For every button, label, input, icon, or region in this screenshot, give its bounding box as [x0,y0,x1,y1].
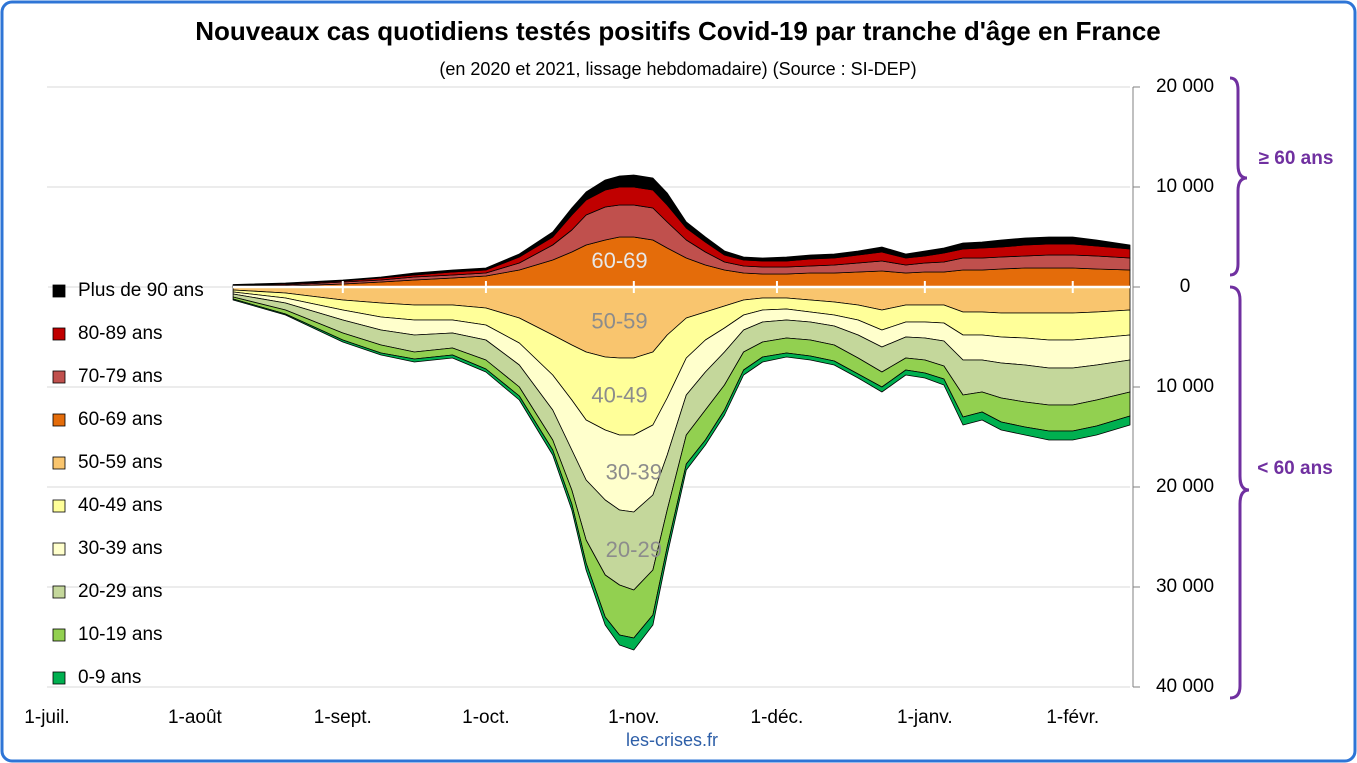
y-tick-label: 10 000 [1156,176,1214,197]
area-label: 60-69 [591,248,647,273]
legend-label: 50-59 ans [78,452,163,473]
legend-swatch [52,413,66,427]
chart-subtitle: (en 2020 et 2021, lissage hebdomadaire) … [439,59,916,79]
legend-swatch [52,327,66,341]
chart-title: Nouveaux cas quotidiens testés positifs … [195,16,1161,46]
legend-swatch [52,628,66,642]
y-tick-label: 30 000 [1156,576,1214,597]
x-tick-label: 1-déc. [751,707,804,728]
legend-label: 40-49 ans [78,495,163,516]
y-tick-label: 40 000 [1156,676,1214,697]
areas [232,174,1131,651]
legend-swatch [52,499,66,513]
x-tick-label: 1-août [168,707,223,728]
bracket [1229,76,1248,277]
bracket [1229,285,1250,700]
x-tick-label: 1-janv. [897,707,953,728]
legend-label: 0-9 ans [78,667,141,688]
area-label: 40-49 [591,382,647,407]
y-tick-label: 20 000 [1156,76,1214,97]
x-tick-label: 1-févr. [1046,707,1099,728]
area [232,298,1131,651]
legend-label: Plus de 90 ans [78,280,204,301]
grid [47,86,1130,688]
area-label: 50-59 [591,308,647,333]
group-label: < 60 ans [1257,458,1333,479]
x-tick-label: 1-juil. [24,707,69,728]
legend-swatch [52,542,66,556]
legend-label: 10-19 ans [78,624,163,645]
group-label: ≥ 60 ans [1259,148,1334,169]
area-label: 20-29 [606,537,662,562]
x-tick-label: 1-sept. [314,707,372,728]
x-tick-label: 1-oct. [462,707,510,728]
y-tick-label: 10 000 [1156,376,1214,397]
legend-label: 80-89 ans [78,323,163,344]
area-label: 30-39 [606,459,662,484]
legend-label: 20-29 ans [78,581,163,602]
legend-swatch [52,370,66,384]
legend-label: 60-69 ans [78,409,163,430]
foreground: 0 10 000 20 000 60-69 1-juil. 1-août 1-sept. 1-… [24,76,1214,728]
legend-swatch [52,284,66,298]
y-tick-label: 20 000 [1156,476,1214,497]
legend-label: 70-79 ans [78,366,163,387]
legend-swatch [52,585,66,599]
y-tick-label: 0 [1180,276,1191,297]
legend-swatch [52,671,66,685]
legend-swatch [52,456,66,470]
x-tick-label: 1-nov. [608,707,659,728]
legend-label: 30-39 ans [78,538,163,559]
area [232,174,1131,286]
source: les-crises.fr [626,730,718,750]
